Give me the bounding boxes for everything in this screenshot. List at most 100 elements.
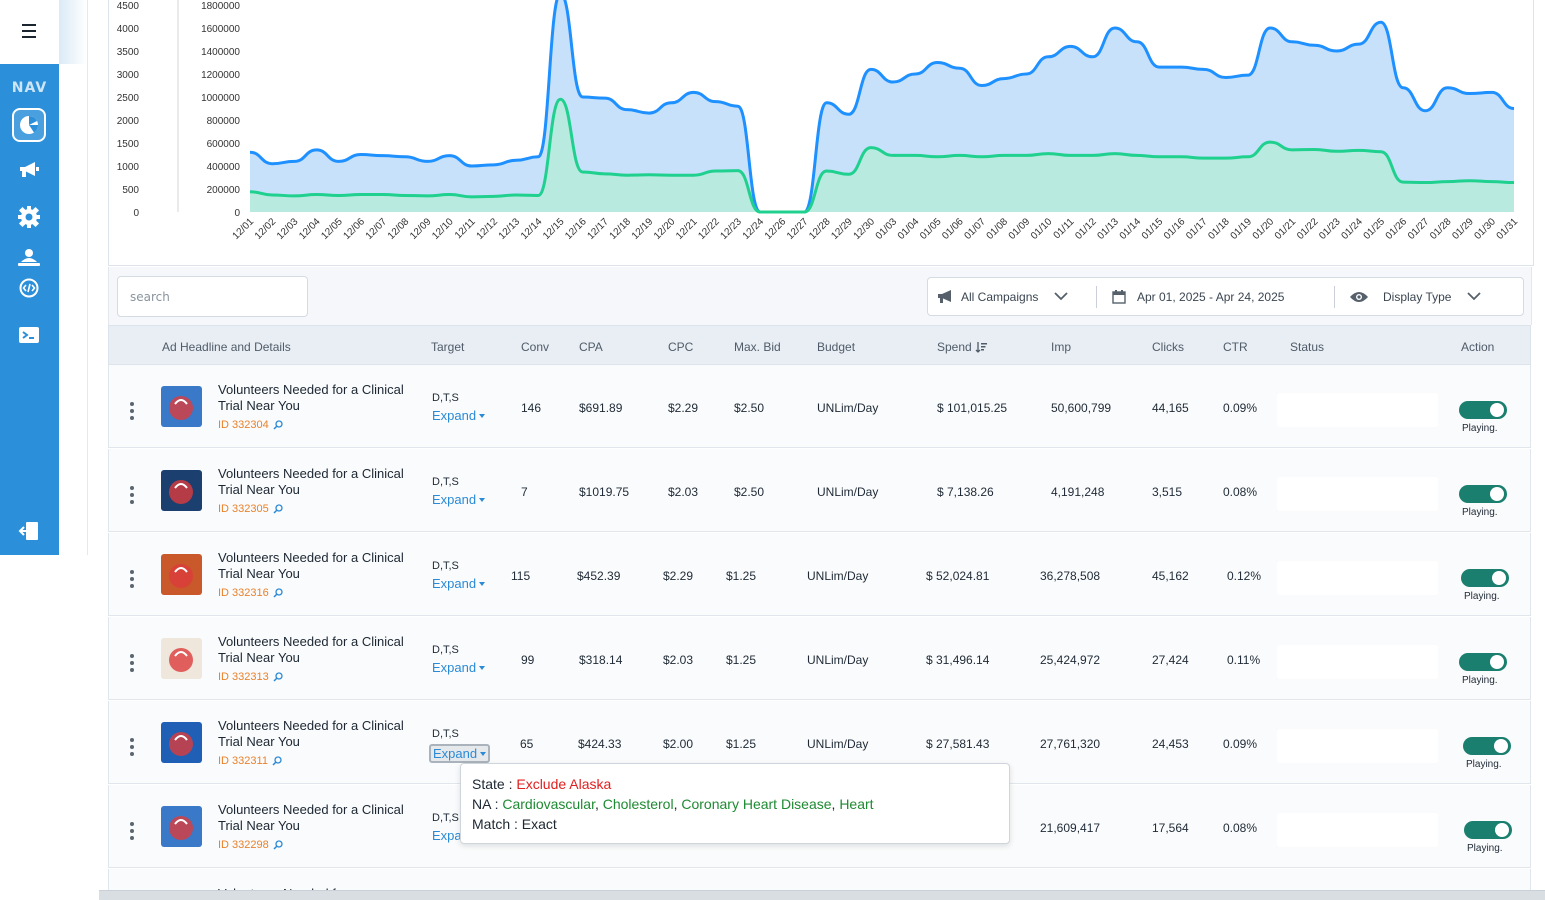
y-left-tick-label: 3500 xyxy=(117,47,140,58)
caret-down-icon xyxy=(479,581,486,586)
expand-target-button[interactable]: Expand xyxy=(432,576,486,591)
row-menu-icon[interactable] xyxy=(130,402,134,420)
ad-id-label: ID 332311 xyxy=(218,755,268,767)
row-menu-icon[interactable] xyxy=(130,570,134,588)
ad-thumbnail[interactable] xyxy=(161,806,202,847)
x-tick-label: 12/28 xyxy=(807,216,833,242)
ad-thumbnail[interactable] xyxy=(161,470,202,511)
row-menu-icon[interactable] xyxy=(130,738,134,756)
ad-thumbnail[interactable] xyxy=(161,554,202,595)
x-tick-label: 12/16 xyxy=(563,216,589,242)
popover-match-label: Match : xyxy=(472,816,522,832)
pie-chart-icon[interactable] xyxy=(12,108,46,142)
globe-code-icon[interactable] xyxy=(12,271,46,305)
col-target[interactable]: Target xyxy=(431,340,465,354)
sidebar-top xyxy=(0,0,59,64)
col-spend-label: Spend xyxy=(937,340,972,354)
cell-clicks: 24,453 xyxy=(1152,737,1189,751)
col-ad-headline[interactable]: Ad Headline and Details xyxy=(162,340,291,354)
play-state-label: Playing. xyxy=(1467,843,1503,854)
x-tick-label: 01/09 xyxy=(1007,216,1033,242)
expand-target-button[interactable]: Expand xyxy=(429,744,491,763)
row-menu-icon[interactable] xyxy=(130,654,134,672)
col-spend[interactable]: Spend xyxy=(937,340,987,354)
x-tick-label: 01/06 xyxy=(940,216,966,242)
x-tick-label: 12/08 xyxy=(386,216,412,242)
cell-clicks: 3,515 xyxy=(1152,485,1183,499)
campaign-select-label: All Campaigns xyxy=(961,289,1039,304)
col-max-bid[interactable]: Max. Bid xyxy=(734,340,781,354)
col-budget[interactable]: Budget xyxy=(817,340,856,354)
ad-id[interactable]: ID 332313 xyxy=(218,671,283,683)
x-tick-label: 01/16 xyxy=(1162,216,1188,242)
cell-cpc: $2.29 xyxy=(663,569,694,583)
x-tick-label: 12/06 xyxy=(342,216,368,242)
magnifier-icon xyxy=(273,504,283,514)
ad-id[interactable]: ID 332305 xyxy=(218,503,283,515)
ad-headline[interactable]: Volunteers Needed for a Clinical Trial N… xyxy=(218,718,404,749)
y-right-tick-label: 200000 xyxy=(207,185,241,196)
horizontal-scrollbar[interactable] xyxy=(99,890,1545,900)
ad-thumbnail[interactable] xyxy=(161,386,202,427)
search-input[interactable] xyxy=(117,276,308,317)
x-tick-label: 12/24 xyxy=(741,216,767,242)
ad-headline[interactable]: Volunteers Needed for a Clinical Trial N… xyxy=(218,466,404,497)
x-tick-label: 12/12 xyxy=(475,216,501,242)
logout-icon[interactable] xyxy=(12,514,46,548)
series-area-1 xyxy=(250,99,1514,212)
play-toggle[interactable] xyxy=(1459,401,1507,419)
date-range-picker[interactable]: Apr 01, 2025 - Apr 24, 2025 xyxy=(1112,278,1284,315)
expand-target-button[interactable]: Expand xyxy=(432,660,486,675)
play-toggle[interactable] xyxy=(1463,737,1511,755)
col-imp[interactable]: Imp xyxy=(1051,340,1072,354)
play-toggle[interactable] xyxy=(1459,485,1507,503)
expand-target-button[interactable]: Expand xyxy=(432,492,486,507)
cell-cpa: $1019.75 xyxy=(579,485,630,499)
ad-id-label: ID 332313 xyxy=(218,671,269,683)
col-ctr[interactable]: CTR xyxy=(1223,340,1248,354)
cell-maxbid: $2.50 xyxy=(734,485,765,499)
chevron-down-icon xyxy=(1054,292,1069,301)
row-menu-icon[interactable] xyxy=(130,486,134,504)
play-toggle[interactable] xyxy=(1459,653,1507,671)
ad-headline[interactable]: Volunteers Needed for a Clinical Trial N… xyxy=(218,550,404,581)
status-cell xyxy=(1277,561,1438,595)
col-conv[interactable]: Conv xyxy=(521,340,550,354)
cell-maxbid: $2.50 xyxy=(734,401,765,415)
col-clicks[interactable]: Clicks xyxy=(1152,340,1184,354)
display-type-select[interactable]: Display Type xyxy=(1349,278,1482,315)
ad-id[interactable]: ID 332298 xyxy=(218,839,283,851)
terminal-icon[interactable] xyxy=(12,318,46,352)
ad-thumbnail[interactable] xyxy=(161,638,202,679)
expand-target-button[interactable]: Expand xyxy=(432,408,486,423)
ad-id[interactable]: ID 332316 xyxy=(218,587,283,599)
x-tick-label: 01/20 xyxy=(1251,216,1277,242)
user-group-icon[interactable] xyxy=(12,241,46,275)
col-cpc[interactable]: CPC xyxy=(668,340,694,354)
popover-state-line: State : Exclude Alaska xyxy=(472,774,998,794)
megaphone-icon[interactable] xyxy=(12,153,46,187)
ad-headline[interactable]: Volunteers Needed for a Clinical Trial N… xyxy=(218,634,404,665)
row-menu-icon[interactable] xyxy=(130,822,134,840)
ad-id[interactable]: ID 332311 xyxy=(218,755,282,767)
ad-thumbnail[interactable] xyxy=(161,722,202,763)
x-tick-label: 12/15 xyxy=(541,216,567,242)
play-toggle[interactable] xyxy=(1464,821,1512,839)
hamburger-menu-icon[interactable] xyxy=(14,18,44,44)
target-details-popover: State : Exclude Alaska NA : Cardiovascul… xyxy=(460,763,1010,844)
campaign-select[interactable]: All Campaigns xyxy=(937,278,1069,315)
ad-id[interactable]: ID 332304 xyxy=(218,419,283,431)
play-toggle[interactable] xyxy=(1461,569,1509,587)
cell-clicks: 27,424 xyxy=(1152,653,1189,667)
x-tick-label: 01/08 xyxy=(985,216,1011,242)
magnifier-icon xyxy=(273,840,283,850)
gear-icon[interactable] xyxy=(12,200,46,234)
filter-bar: All Campaigns Apr 01, 2025 - Apr 24, 202… xyxy=(108,267,1532,325)
megaphone-icon xyxy=(938,289,951,303)
x-tick-label: 12/22 xyxy=(696,216,722,242)
ad-headline[interactable]: Volunteers Needed for a Clinical Trial N… xyxy=(218,802,404,833)
popover-na-line: NA : Cardiovascular, Cholesterol, Corona… xyxy=(472,796,874,812)
col-cpa[interactable]: CPA xyxy=(579,340,603,354)
ad-headline[interactable]: Volunteers Needed for a Clinical Trial N… xyxy=(218,382,404,413)
play-state-label: Playing. xyxy=(1462,507,1498,518)
